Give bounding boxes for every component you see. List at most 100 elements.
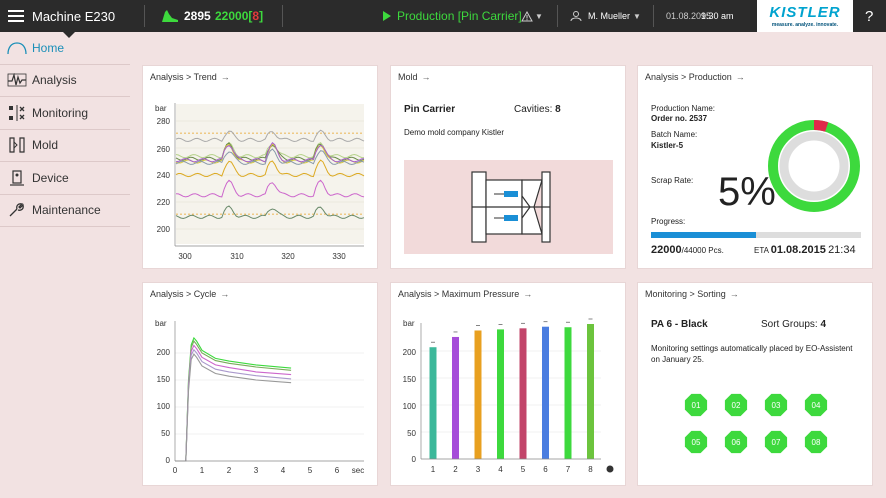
sort-group-badge[interactable] <box>684 393 708 417</box>
page-dot[interactable] <box>606 465 614 473</box>
y-unit-label: bar <box>155 104 167 113</box>
y-tick: 200 <box>157 225 171 234</box>
trend-card[interactable]: Analysis > Trend → bar 280 260 240 220 20… <box>142 65 378 269</box>
sort-group-label: 05 <box>692 438 701 447</box>
pressure-chart: bar 200 150 100 50 0 1 2 3 4 5 6 7 8 <box>403 318 614 474</box>
user-icon <box>570 0 582 32</box>
y-unit-label: bar <box>155 319 167 328</box>
scrap-label: Scrap Rate: <box>651 176 694 185</box>
sort-group-badge[interactable] <box>764 430 788 454</box>
x-tick: 2 <box>227 466 232 475</box>
play-icon[interactable] <box>382 0 392 32</box>
sidebar-item-label: Analysis <box>32 73 77 88</box>
card-title[interactable]: Analysis > Production → <box>645 72 745 82</box>
sort-group-label: 07 <box>772 438 781 447</box>
counter-bracket-open: [ <box>248 9 253 23</box>
sort-group-badge[interactable] <box>724 393 748 417</box>
sidebar-item-maintenance[interactable]: Maintenance <box>0 195 130 227</box>
production-name-label: Production Name: <box>651 104 716 113</box>
sort-group-badge[interactable] <box>804 393 828 417</box>
sort-group-label: 08 <box>812 438 821 447</box>
x-tick: 6 <box>335 466 340 475</box>
batch-name: Kistler-5 <box>651 141 684 150</box>
card-title[interactable]: Mold → <box>398 72 431 82</box>
top-bar: Machine E230 2895 22000 [8] Production [… <box>0 0 886 32</box>
x-tick: 330 <box>332 252 346 261</box>
sidebar-item-home[interactable]: Home <box>0 32 130 65</box>
help-button[interactable]: ? <box>865 7 874 25</box>
trend-chart: bar 280 260 240 220 200 300 310 320 330 <box>155 103 365 261</box>
sort-group-badge[interactable] <box>764 393 788 417</box>
trend-series-line <box>175 129 365 143</box>
sidebar-item-monitoring[interactable]: Monitoring <box>0 97 130 130</box>
card-title[interactable]: Monitoring > Sorting → <box>645 289 739 299</box>
scrap-donut <box>768 120 860 212</box>
sidebar-item-mold[interactable]: Mold <box>0 130 130 162</box>
y-tick: 280 <box>157 117 171 126</box>
sort-group-badge[interactable] <box>804 430 828 454</box>
kistler-logo: KISTLER measure. analyze. innovate. <box>757 0 853 32</box>
sidebar-item-device[interactable]: Device <box>0 162 130 195</box>
mold-card[interactable]: Mold → Pin Carrier Cavities: 8 Demo mold … <box>390 65 626 269</box>
pressure-card[interactable]: Analysis > Maximum Pressure → bar 200 150… <box>390 282 626 486</box>
progress-count: 22000/44000 Pcs. <box>651 244 724 256</box>
cavities-label: Cavities: 8 <box>514 104 561 115</box>
trend-series-line <box>175 159 365 178</box>
sort-group-badge[interactable] <box>684 430 708 454</box>
shot-curve-icon <box>156 0 178 32</box>
sort-group-label: 03 <box>772 401 781 410</box>
cycle-chart: bar 200 150 100 50 0 0 1 2 3 4 5 6 sec <box>155 319 364 475</box>
y-tick: 240 <box>157 171 171 180</box>
warning-icon[interactable] <box>521 0 533 32</box>
bar[interactable] <box>474 330 482 459</box>
card-title[interactable]: Analysis > Maximum Pressure → <box>398 289 533 299</box>
chevron-down-icon[interactable]: ▼ <box>633 11 641 21</box>
mold-diagram <box>404 160 613 254</box>
y-tick: 50 <box>161 429 170 438</box>
sidebar-item-label: Home <box>32 40 65 55</box>
bar[interactable] <box>429 347 437 459</box>
card-title[interactable]: Analysis > Cycle → <box>150 289 230 299</box>
production-card[interactable]: Analysis > Production → Production Name: … <box>637 65 873 269</box>
sidebar-item-analysis[interactable]: Analysis <box>0 65 130 97</box>
trend-series-line <box>175 148 365 166</box>
sidebar: Home Analysis Monitoring Mold Device Mai… <box>0 32 130 227</box>
bar[interactable] <box>452 336 459 459</box>
y-tick: 100 <box>157 402 171 411</box>
sorting-card[interactable]: Monitoring > Sorting → PA 6 - Black Sort … <box>637 282 873 486</box>
y-tick: 50 <box>407 429 416 438</box>
menu-icon[interactable] <box>8 0 24 32</box>
card-title[interactable]: Analysis > Trend → <box>150 72 230 82</box>
sort-groups: Sort Groups: 4 <box>761 319 827 330</box>
divider <box>282 5 283 27</box>
divider <box>653 5 654 27</box>
sort-group-badge[interactable] <box>724 430 748 454</box>
production-status[interactable]: Production [Pin Carrier] <box>397 9 522 23</box>
cycle-card[interactable]: Analysis > Cycle → bar 200 150 100 50 0 0… <box>142 282 378 486</box>
bar[interactable] <box>519 328 527 459</box>
user-name[interactable]: M. Mueller <box>588 11 631 21</box>
y-tick: 150 <box>157 375 171 384</box>
chevron-down-icon[interactable]: ▼ <box>535 11 543 21</box>
x-tick: 5 <box>308 466 313 475</box>
mold-icon <box>7 136 27 154</box>
home-icon <box>7 39 27 57</box>
sort-group-label: 01 <box>692 401 701 410</box>
sort-groups-grid: 01 02 03 04 05 06 07 08 <box>684 393 828 454</box>
x-tick: 1 <box>431 465 436 474</box>
scrap-rate: 5% <box>718 170 776 214</box>
sidebar-item-label: Monitoring <box>32 105 89 120</box>
monitoring-icon <box>7 104 27 122</box>
sort-group-label: 04 <box>812 401 821 410</box>
progress-bar <box>651 232 861 238</box>
progress-label: Progress: <box>651 217 686 226</box>
production-name: Order no. 2537 <box>651 114 708 123</box>
bar[interactable] <box>497 329 504 459</box>
bar[interactable] <box>564 327 572 459</box>
sidebar-item-label: Mold <box>32 138 59 153</box>
x-tick: 300 <box>178 252 192 261</box>
y-tick: 200 <box>403 348 417 357</box>
bar[interactable] <box>587 324 594 459</box>
bar[interactable] <box>542 326 549 459</box>
x-tick: 2 <box>453 465 458 474</box>
